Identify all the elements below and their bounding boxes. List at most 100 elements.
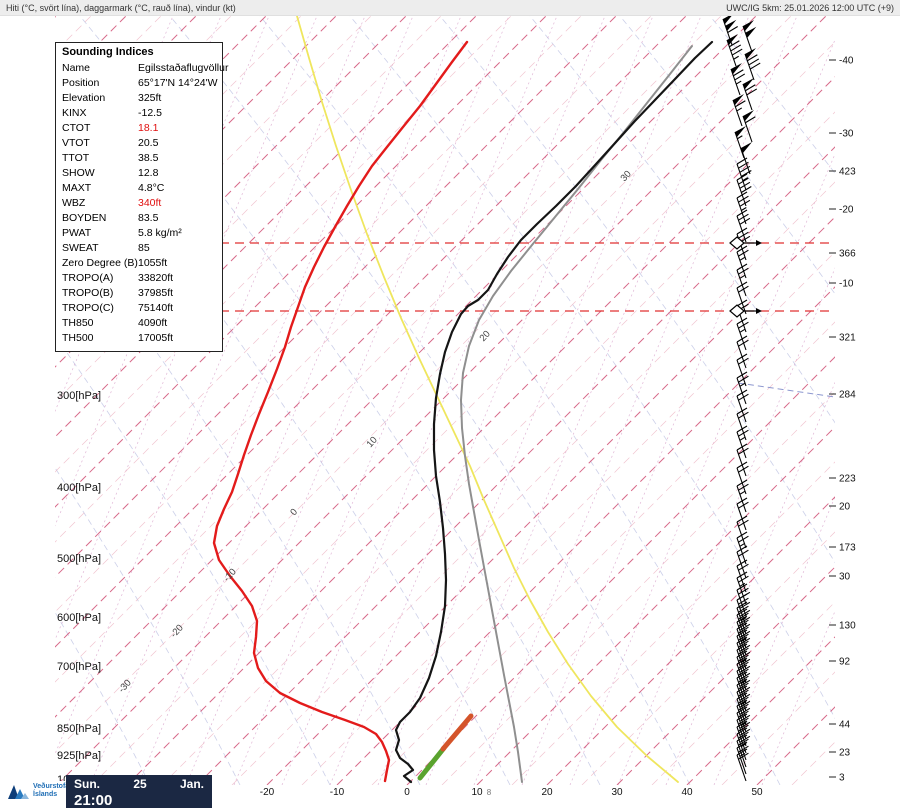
barb-full-tick (739, 686, 751, 694)
barb-full-tick (738, 668, 749, 676)
mixing-ratio-line (89, 16, 414, 785)
index-row: TROPO(C) 75140ft (62, 301, 216, 316)
index-row: Zero Degree (B) 1055ft (62, 256, 216, 271)
barb-full-tick (739, 665, 751, 673)
indices-title: Sounding Indices (62, 46, 154, 58)
wind-barb (736, 678, 751, 712)
barb-full-tick (736, 629, 748, 637)
dry-adiabat-line (529, 16, 835, 424)
barb-full-tick (729, 40, 740, 48)
barb-full-tick (738, 267, 749, 275)
index-row: SHOW 12.8 (62, 166, 216, 181)
logo-line1: Veðurstofa (33, 782, 70, 790)
logo-triangle-3 (21, 793, 29, 799)
dry-adiabat-line (259, 16, 781, 785)
barb-half-tick (733, 55, 739, 60)
wind-barb (736, 664, 751, 698)
height-label: -20 (839, 205, 854, 216)
barb-full-tick (738, 563, 749, 571)
height-label: 366 (839, 249, 856, 260)
barb-full-tick (736, 685, 748, 693)
index-label: TTOT (62, 152, 90, 164)
index-label: VTOT (62, 137, 90, 149)
wind-barb (736, 461, 749, 495)
index-label: Zero Degree (B) (62, 257, 138, 269)
isotherm-inline-label: -30 (116, 678, 133, 696)
barb-full-tick (736, 515, 748, 523)
time-label: 21:00 (74, 792, 113, 809)
index-label: TROPO(B) (62, 287, 114, 299)
barb-full-tick (738, 375, 749, 383)
barb-full-tick (739, 616, 751, 624)
tropopause-marker (729, 236, 762, 250)
barb-full-tick (736, 443, 748, 451)
barb-full-tick (738, 626, 749, 634)
barb-full-tick (734, 73, 746, 81)
barb-half-tick (741, 659, 747, 663)
barb-full-tick (736, 608, 748, 616)
barb-full-tick (739, 199, 751, 207)
barb-shaft (736, 395, 747, 423)
barb-full-tick (739, 217, 751, 225)
barb-full-tick (736, 727, 748, 735)
day-label: 25 (133, 777, 147, 791)
wind-barb (742, 78, 758, 111)
wind-barb (736, 443, 749, 477)
time-selector[interactable]: Sun. 25 Jan. 21:00 (66, 775, 212, 809)
logo-text: Veðurstofa Íslands (33, 783, 69, 799)
barb-shaft (736, 485, 747, 513)
index-value: 33820ft (138, 272, 174, 284)
mixing-ratio-label: 8 (487, 788, 492, 797)
wind-barb (736, 371, 749, 405)
barb-full-tick (747, 54, 758, 62)
barb-full-tick (738, 357, 749, 365)
wetbulb-curve (460, 45, 693, 783)
wind-barb (736, 317, 749, 351)
isotherm-line (756, 706, 835, 785)
isotherm-inline-label: -20 (168, 623, 185, 641)
barb-full-tick (738, 612, 749, 620)
barb-full-tick (745, 116, 756, 124)
temp-axis-label: 20 (541, 787, 553, 798)
isotherm-inline-label: 20 (478, 329, 493, 344)
index-value: 5.8 kg/m² (138, 227, 182, 239)
barb-full-tick (736, 571, 748, 579)
mixing-ratio-line (329, 16, 654, 785)
barb-full-tick (733, 69, 744, 77)
barb-full-tick (738, 177, 749, 185)
index-value: 17005ft (138, 332, 174, 344)
barb-full-tick (736, 636, 748, 644)
barb-full-tick (739, 700, 751, 708)
barb-full-tick (736, 593, 748, 601)
height-label: 3 (839, 773, 845, 784)
barb-half-tick (739, 274, 746, 279)
barb-full-tick (736, 335, 748, 343)
barb-full-tick (741, 186, 752, 193)
dry-adiabat-line (79, 16, 601, 785)
index-label: MAXT (62, 182, 92, 194)
wind-barb (736, 389, 749, 423)
barb-flag (725, 19, 737, 31)
barb-full-tick (739, 601, 751, 609)
barb-full-tick (739, 637, 751, 645)
barb-full-tick (738, 321, 749, 329)
barb-full-tick (736, 622, 748, 630)
barb-half-tick (741, 743, 747, 747)
index-row: KINX -12.5 (62, 106, 216, 121)
wind-barb (736, 209, 751, 243)
wind-barb (736, 479, 749, 513)
wind-barb (742, 20, 757, 53)
barb-full-tick (738, 213, 749, 221)
barb-full-tick (739, 679, 751, 687)
height-label: 92 (839, 657, 851, 668)
barb-full-tick (736, 245, 748, 253)
barb-full-tick (738, 587, 749, 595)
height-label: -10 (839, 279, 854, 290)
barb-full-tick (738, 195, 749, 203)
barb-full-tick (736, 741, 748, 749)
barb-half-tick (741, 722, 747, 726)
barb-full-tick (736, 479, 748, 487)
isotherm-line (266, 216, 835, 785)
barb-half-tick (739, 582, 746, 587)
height-label: 173 (839, 543, 856, 554)
